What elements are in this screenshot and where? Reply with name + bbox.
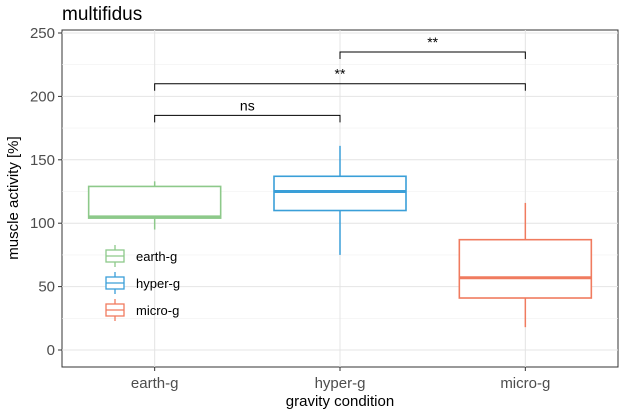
legend: earth-g hyper-g micro-g xyxy=(105,245,180,321)
legend-label: earth-g xyxy=(136,249,177,264)
chart-title: multifidus xyxy=(62,4,142,25)
x-tick-label: earth-g xyxy=(131,375,179,392)
boxes xyxy=(87,145,593,328)
legend-item-earth-g: earth-g xyxy=(105,245,177,267)
y-tick-label: 250 xyxy=(30,25,55,42)
y-axis: 0 50 100 150 200 250 xyxy=(30,25,62,359)
bracket-earth-g-micro-g: ** xyxy=(154,66,526,91)
y-tick-label: 0 xyxy=(47,342,55,359)
y-tick-label: 100 xyxy=(30,215,55,232)
bracket-line xyxy=(339,51,526,60)
significance-label: ** xyxy=(427,34,438,50)
box-iqr xyxy=(458,238,593,299)
box-micro-g xyxy=(458,202,593,328)
bracket-line xyxy=(154,114,341,123)
significance-label: ns xyxy=(240,97,255,113)
x-axis: earth-g hyper-g micro-g xyxy=(131,367,550,392)
legend-item-hyper-g: hyper-g xyxy=(105,272,180,294)
box-iqr xyxy=(87,185,222,219)
significance-brackets: ns ** ** xyxy=(154,34,526,123)
legend-label: hyper-g xyxy=(136,276,180,291)
bracket-line xyxy=(154,83,526,91)
x-tick-label: hyper-g xyxy=(315,375,366,392)
x-axis-title: gravity condition xyxy=(286,393,394,410)
box-iqr xyxy=(273,175,407,212)
legend-label: micro-g xyxy=(136,303,179,318)
x-tick-label: micro-g xyxy=(500,375,550,392)
y-tick-label: 150 xyxy=(30,152,55,169)
bracket-hyper-g-micro-g: ** xyxy=(339,34,526,60)
box-hyper-g xyxy=(273,145,407,255)
y-tick-label: 50 xyxy=(38,279,55,296)
bracket-earth-g-hyper-g: ns xyxy=(154,97,341,123)
legend-item-micro-g: micro-g xyxy=(105,299,179,321)
y-axis-title: muscle activity [%] xyxy=(5,136,22,259)
box-earth-g xyxy=(87,181,222,230)
significance-label: ** xyxy=(335,66,346,82)
y-tick-label: 200 xyxy=(30,88,55,105)
